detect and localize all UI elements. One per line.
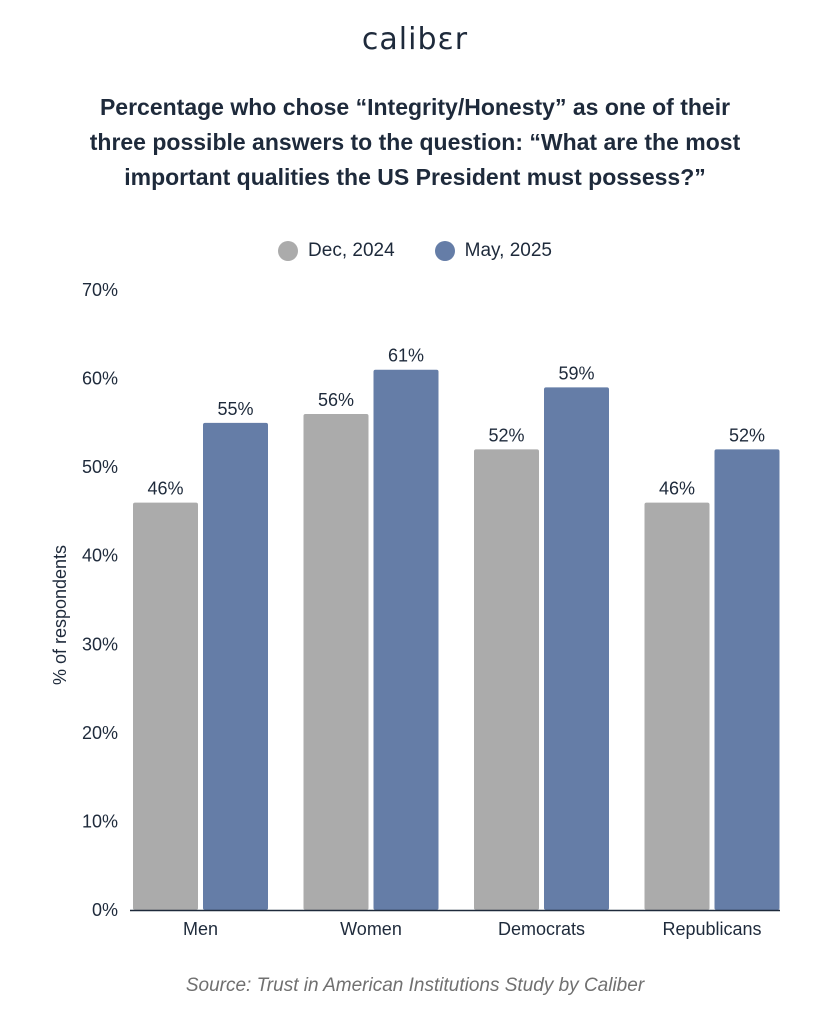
data-label: 46% [659, 479, 695, 499]
y-axis-label: % of respondents [50, 545, 70, 685]
bar-republicans-dec-2024 [644, 502, 710, 910]
legend-swatch-dec-2024 [278, 241, 299, 261]
x-tick-label: Men [183, 919, 218, 939]
chart-title: Percentage who chose “Integrity/Honesty”… [40, 90, 790, 195]
bar-democrats-dec-2024 [474, 449, 539, 910]
y-tick-label: 40% [82, 546, 118, 566]
y-tick-label: 60% [82, 369, 118, 389]
data-label: 55% [217, 399, 253, 419]
x-tick-label: Republicans [662, 919, 761, 939]
y-tick-label: 10% [82, 811, 118, 831]
bar-democrats-may-2025 [544, 387, 609, 910]
y-tick-label: 70% [82, 280, 118, 300]
bar-men-dec-2024 [133, 502, 198, 910]
chart-legend: Dec, 2024 May, 2025 [0, 240, 830, 262]
legend-swatch-may-2025 [434, 241, 455, 261]
y-tick-label: 0% [92, 900, 118, 920]
bar-chart: 0% 10% 20% 30% 40% 50% 60% 70% % of respondents 4… [50, 280, 780, 939]
y-tick-label: 30% [82, 634, 118, 654]
legend-label-dec-2024: Dec, 2024 [308, 240, 395, 261]
x-tick-label: Democrats [498, 919, 585, 939]
chart-title-line-3: important qualities the US President mus… [124, 164, 706, 190]
y-tick-label: 20% [82, 723, 118, 743]
data-label: 52% [729, 425, 765, 445]
chart-title-line-1: Percentage who chose “Integrity/Honesty”… [99, 94, 731, 120]
data-label: 59% [558, 363, 594, 383]
legend-item-dec-2024: Dec, 2024 [278, 240, 395, 262]
data-label: 61% [388, 346, 424, 366]
bar-men-may-2025 [203, 422, 268, 910]
data-label: 56% [318, 390, 354, 410]
bar-women-dec-2024 [303, 414, 369, 910]
data-label: 46% [147, 479, 183, 499]
bar-women-may-2025 [373, 369, 439, 910]
chart-title-line-2: three possible answers to the question: … [89, 129, 741, 155]
brand-logo: calibɛr [361, 22, 469, 57]
source-note: Source: Trust in American Institutions S… [185, 975, 645, 996]
legend-item-may-2025: May, 2025 [434, 240, 552, 262]
x-tick-label: Women [340, 919, 402, 939]
data-label: 52% [488, 425, 524, 445]
bar-republicans-may-2025 [714, 449, 780, 910]
legend-label-may-2025: May, 2025 [464, 240, 552, 261]
y-tick-label: 50% [82, 457, 118, 477]
